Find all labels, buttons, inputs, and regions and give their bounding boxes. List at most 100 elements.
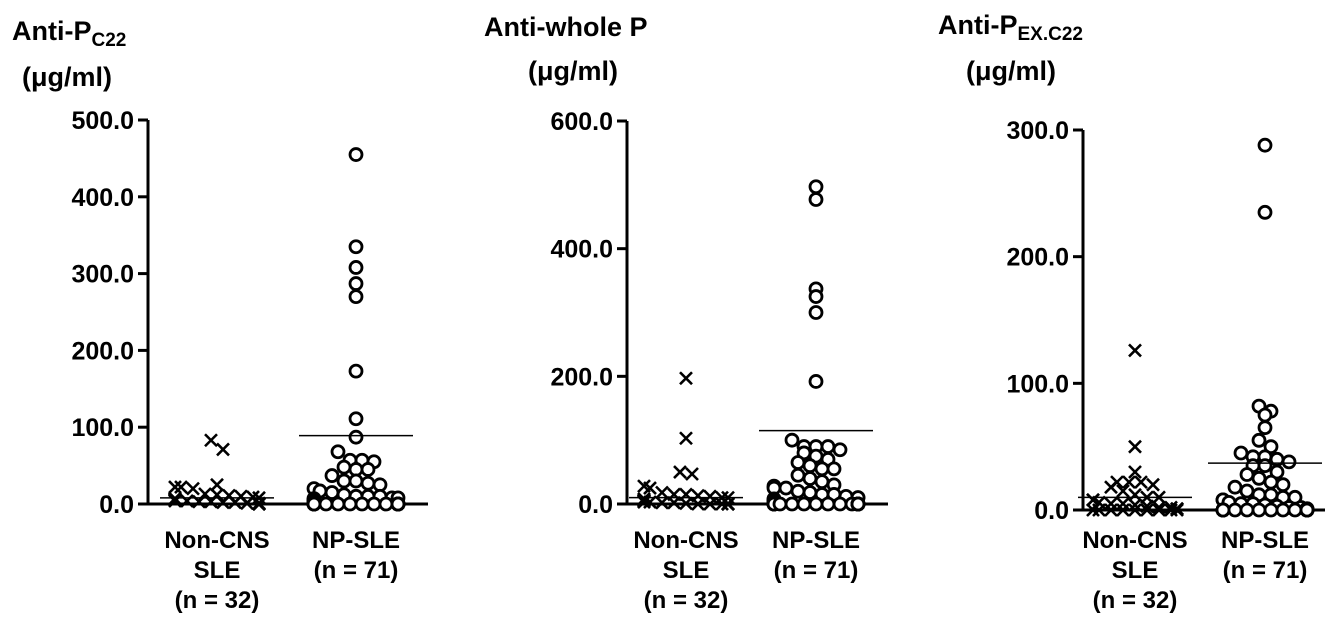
data-point-o [1257,204,1273,220]
data-point-x [643,481,657,495]
data-point-x [1128,343,1142,358]
data-point-o [306,496,322,512]
data-point-x [637,479,651,494]
data-point-x [1086,492,1100,507]
data-point-o [348,411,364,427]
data-point-o [1227,502,1243,518]
x-category-label: (n = 32) [644,587,729,614]
x-category-label: NP-SLE [312,527,400,554]
x-category-label: NP-SLE [1221,527,1309,554]
data-point-x [1092,503,1106,517]
panel-1-unit-label: (μg/ml) [22,62,113,92]
data-point-x [715,497,729,511]
data-point-x [1146,477,1160,492]
data-point-o [1239,467,1255,482]
data-point-x [1122,475,1136,490]
data-point-x [1140,503,1154,517]
x-category-label: Non-CNS [164,527,269,554]
data-point-o [1251,432,1267,448]
x-category-label: SLE [1112,557,1159,584]
data-point-x [1128,503,1142,517]
panel-2-unit-label: (μg/ml) [528,56,619,86]
data-point-o [814,461,830,477]
data-point-x [721,497,735,511]
y-tick-label: 200.0 [71,337,134,365]
data-point-x [667,495,681,510]
x-category-label: (n = 71) [774,557,859,584]
x-category-label: Non-CNS [633,527,738,554]
x-category-label: Non-CNS [1082,527,1187,554]
data-point-x [1128,487,1142,502]
data-point-o [348,239,364,255]
data-point-o [348,147,364,162]
data-point-x [1170,503,1184,517]
data-point-o [772,496,788,512]
panel-1-title-sub: C22 [91,30,127,51]
data-point-x [1152,500,1166,515]
data-point-x [673,465,687,480]
data-point-o [1287,502,1303,518]
panel-2-unit: (μg/ml) [528,56,618,87]
data-point-o [1257,407,1273,423]
data-point-o [378,496,394,512]
data-point-x [1140,499,1154,514]
data-point-x [1164,503,1178,517]
data-point-o [808,496,824,512]
y-tick-label: 200.0 [1006,244,1069,272]
y-tick-label: 300.0 [71,261,134,289]
data-point-x [655,485,669,500]
data-point-o [1263,474,1279,490]
data-point-x [1128,465,1142,479]
data-point-o [802,485,818,500]
panel-1-title-main: Anti-P [12,16,92,46]
data-point-o [324,468,340,483]
data-point-x [685,467,699,481]
data-point-o [354,496,370,512]
data-point-o [330,496,346,512]
data-point-x [679,371,693,386]
data-point-o [330,444,346,460]
y-tick-label: 0.0 [99,491,134,519]
x-category-label: SLE [663,557,710,584]
data-point-x [1128,439,1142,454]
data-point-x [1134,475,1148,490]
data-point-x [168,494,182,508]
data-point-x [655,495,669,510]
y-tick-label: 600.0 [550,108,613,136]
data-point-o [832,442,848,458]
data-point-x [186,481,200,496]
data-point-x [691,497,705,511]
data-point-o [348,276,364,291]
data-point-o [1275,477,1291,493]
data-point-o [1257,137,1273,153]
data-point-x [679,496,693,511]
data-point-o [820,439,836,454]
data-point-o [360,462,376,477]
data-point-x [1086,503,1100,517]
y-tick-label: 0.0 [1034,497,1069,525]
data-point-o [360,475,376,491]
data-point-o [790,467,806,483]
data-point-o [324,485,340,500]
y-tick-label: 400.0 [71,184,134,212]
panel-3-unit: (μg/ml) [966,56,1056,87]
data-point-x [252,497,266,511]
data-point-o [1263,502,1279,518]
data-point-o [318,496,334,512]
data-point-x [1116,503,1130,517]
data-point-o [366,496,382,512]
data-point-o [1239,502,1255,518]
data-point-x [174,480,188,495]
data-point-o [1275,502,1291,518]
data-point-o [778,480,794,496]
data-point-o [1251,470,1267,486]
data-point-o [796,496,812,512]
y-tick-label: 300.0 [1006,117,1069,145]
x-category-label: (n = 32) [1093,587,1178,614]
data-point-o [348,473,364,489]
data-point-x [1164,500,1178,515]
data-point-o [790,483,806,499]
data-point-o [348,429,364,445]
data-point-x [1128,498,1142,512]
y-tick-label: 0.0 [578,491,613,519]
